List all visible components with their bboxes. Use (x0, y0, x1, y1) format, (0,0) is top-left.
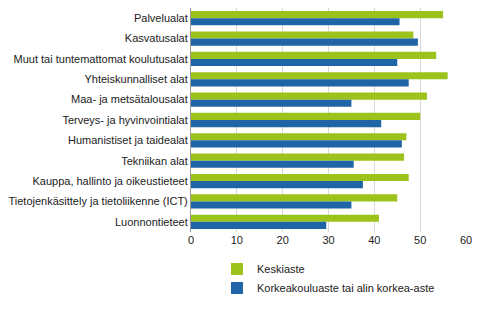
svg-text:20: 20 (277, 234, 289, 246)
svg-text:Yhteiskunnalliset alat: Yhteiskunnalliset alat (84, 73, 187, 85)
svg-text:10: 10 (231, 234, 243, 246)
svg-text:30: 30 (322, 234, 334, 246)
svg-text:Korkeakouluaste tai alin korke: Korkeakouluaste tai alin korkea-aste (257, 282, 434, 294)
svg-text:Kauppa, hallinto ja oikeustiet: Kauppa, hallinto ja oikeustieteet (32, 175, 187, 187)
svg-text:40: 40 (368, 234, 380, 246)
svg-text:Kasvatusalat: Kasvatusalat (125, 32, 188, 44)
svg-text:Humanistiset ja taidealat: Humanistiset ja taidealat (68, 134, 188, 146)
svg-text:Terveys- ja hyvinvointialat: Terveys- ja hyvinvointialat (62, 114, 187, 126)
svg-text:60: 60 (460, 234, 472, 246)
svg-text:Tekniikan alat: Tekniikan alat (121, 155, 188, 167)
svg-text:0: 0 (188, 234, 194, 246)
svg-text:Tietojenkäsittely ja tietoliik: Tietojenkäsittely ja tietoliikenne (ICT) (8, 195, 187, 207)
svg-text:Luonnontieteet: Luonnontieteet (115, 216, 188, 228)
svg-text:Maa- ja metsätalousalat: Maa- ja metsätalousalat (71, 93, 188, 105)
svg-text:50: 50 (414, 234, 426, 246)
svg-text:Keskiaste: Keskiaste (257, 263, 305, 275)
svg-text:Palvelualat: Palvelualat (134, 12, 188, 24)
svg-text:Muut tai tuntemattomat koulutu: Muut tai tuntemattomat koulutusalat (14, 53, 188, 65)
